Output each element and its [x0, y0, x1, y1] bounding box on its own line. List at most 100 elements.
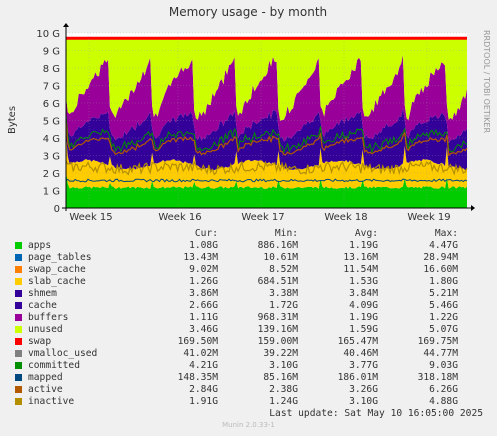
x-tick-label: Week 19 — [407, 212, 450, 223]
legend-avg: 40.46M — [343, 348, 378, 359]
legend-cur: 41.02M — [183, 348, 218, 359]
legend-row: buffers 1.11G 968.31M 1.19G 1.22G — [12, 312, 492, 324]
legend-row: mapped 148.35M 85.16M 186.01M 318.18M — [12, 372, 492, 384]
y-tick-label: 2 G — [43, 169, 60, 180]
legend-cur: 1.08G — [189, 240, 218, 251]
legend-min: 886.16M — [257, 240, 298, 251]
legend-name: inactive — [28, 396, 75, 407]
legend-avg: 3.77G — [349, 360, 378, 371]
legend-max: 169.75M — [417, 336, 458, 347]
legend-swatch — [15, 302, 22, 309]
legend-min: 3.10G — [269, 360, 298, 371]
legend-min: 39.22M — [263, 348, 298, 359]
legend-swatch — [15, 278, 22, 285]
x-tick-label: Week 15 — [69, 212, 112, 223]
chart-title: Memory usage - by month — [169, 5, 327, 19]
legend-name: vmalloc_used — [28, 348, 98, 359]
legend-avg: 11.54M — [343, 264, 378, 275]
legend-min: 968.31M — [257, 312, 298, 323]
header-max: Max: — [434, 228, 458, 239]
legend-min: 8.52M — [269, 264, 298, 275]
legend-name: page_tables — [28, 252, 92, 263]
legend-avg: 1.19G — [349, 240, 378, 251]
legend-avg: 3.10G — [349, 396, 378, 407]
legend-avg: 13.16M — [343, 252, 378, 263]
line-active — [65, 121, 468, 157]
legend-max: 28.94M — [423, 252, 458, 263]
legend-row: inactive 1.91G 1.24G 3.10G 4.88G — [12, 396, 492, 408]
y-axis-arrow — [63, 23, 69, 27]
y-tick-label: 1 G — [43, 187, 60, 198]
legend-avg: 186.01M — [337, 372, 378, 383]
rrdtool-credit: RRDTOOL / TOBI OETIKER — [482, 30, 491, 133]
area-cache — [66, 108, 467, 171]
area-apps — [66, 170, 467, 208]
y-tick-label: 9 G — [43, 47, 60, 58]
legend-swatch — [15, 242, 22, 249]
legend-row: committed 4.21G 3.10G 3.77G 9.03G — [12, 360, 492, 372]
y-tick-label: 3 G — [43, 152, 60, 163]
legend-min: 2.38G — [269, 384, 298, 395]
legend-max: 5.07G — [429, 324, 458, 335]
legend-name: swap_cache — [28, 264, 86, 275]
munin-version: Munin 2.0.33-1 — [222, 421, 275, 429]
legend-max: 318.18M — [417, 372, 458, 383]
legend-name: buffers — [28, 312, 69, 323]
legend-name: slab_cache — [28, 276, 86, 287]
legend-cur: 9.02M — [189, 264, 218, 275]
legend-cur: 2.84G — [189, 384, 218, 395]
header-cur: Cur: — [194, 228, 218, 239]
legend-swatch — [15, 314, 22, 321]
plot-area — [65, 32, 468, 209]
legend-swatch — [15, 350, 22, 357]
legend-avg: 3.84M — [349, 288, 378, 299]
legend-min: 1.72G — [269, 300, 298, 311]
legend-min: 684.51M — [257, 276, 298, 287]
legend-avg: 1.53G — [349, 276, 378, 287]
legend-min: 159.00M — [257, 336, 298, 347]
legend-avg: 1.59G — [349, 324, 378, 335]
legend-row: unused 3.46G 139.16M 1.59G 5.07G — [12, 324, 492, 336]
legend-name: swap — [28, 336, 52, 347]
y-tick-label: 10 G — [36, 29, 60, 40]
legend-cur: 1.26G — [189, 276, 218, 287]
legend-min: 3.38M — [269, 288, 298, 299]
legend-swatch — [15, 290, 22, 297]
y-tick-label: 8 G — [43, 64, 60, 75]
y-tick-label: 7 G — [43, 82, 60, 93]
x-tick-label: Week 18 — [324, 212, 367, 223]
legend-cur: 1.91G — [189, 396, 218, 407]
legend-avg: 165.47M — [337, 336, 378, 347]
legend-row: swap_cache 9.02M 8.52M 11.54M 16.60M — [12, 264, 492, 276]
x-axis-arrow — [471, 205, 475, 211]
legend-row: slab_cache 1.26G 684.51M 1.53G 1.80G — [12, 276, 492, 288]
legend-name: shmem — [28, 288, 57, 299]
legend-max: 9.03G — [429, 360, 458, 371]
area-slab-cache — [66, 133, 467, 189]
legend-max: 4.47G — [429, 240, 458, 251]
y-tick-label: 4 G — [43, 134, 60, 145]
legend-avg: 1.19G — [349, 312, 378, 323]
legend-cur: 1.11G — [189, 312, 218, 323]
y-tick-label: 6 G — [43, 99, 60, 110]
memory-chart: Memory usage - by month Bytes RRDTOOL / … — [7, 5, 491, 223]
header-min: Min: — [274, 228, 298, 239]
legend-row: shmem 3.86M 3.38M 3.84M 5.21M — [12, 288, 492, 300]
legend-table: Cur: Min: Avg: Max: apps 1.08G 886.16M 1.19… — [12, 228, 492, 408]
legend-name: mapped — [28, 372, 63, 383]
area-unused — [66, 37, 467, 121]
legend-max: 5.21M — [429, 288, 458, 299]
legend-swatch — [15, 398, 22, 405]
legend-swatch — [15, 338, 22, 345]
legend-swatch — [15, 266, 22, 273]
legend-name: apps — [28, 240, 52, 251]
legend-cur: 2.66G — [189, 300, 218, 311]
legend-min: 1.24G — [269, 396, 298, 407]
legend-swatch — [15, 254, 22, 261]
legend-name: cache — [28, 300, 57, 311]
legend-max: 1.80G — [429, 276, 458, 287]
legend-max: 16.60M — [423, 264, 458, 275]
legend-max: 5.46G — [429, 300, 458, 311]
legend-cur: 169.50M — [177, 336, 218, 347]
legend-avg: 4.09G — [349, 300, 378, 311]
